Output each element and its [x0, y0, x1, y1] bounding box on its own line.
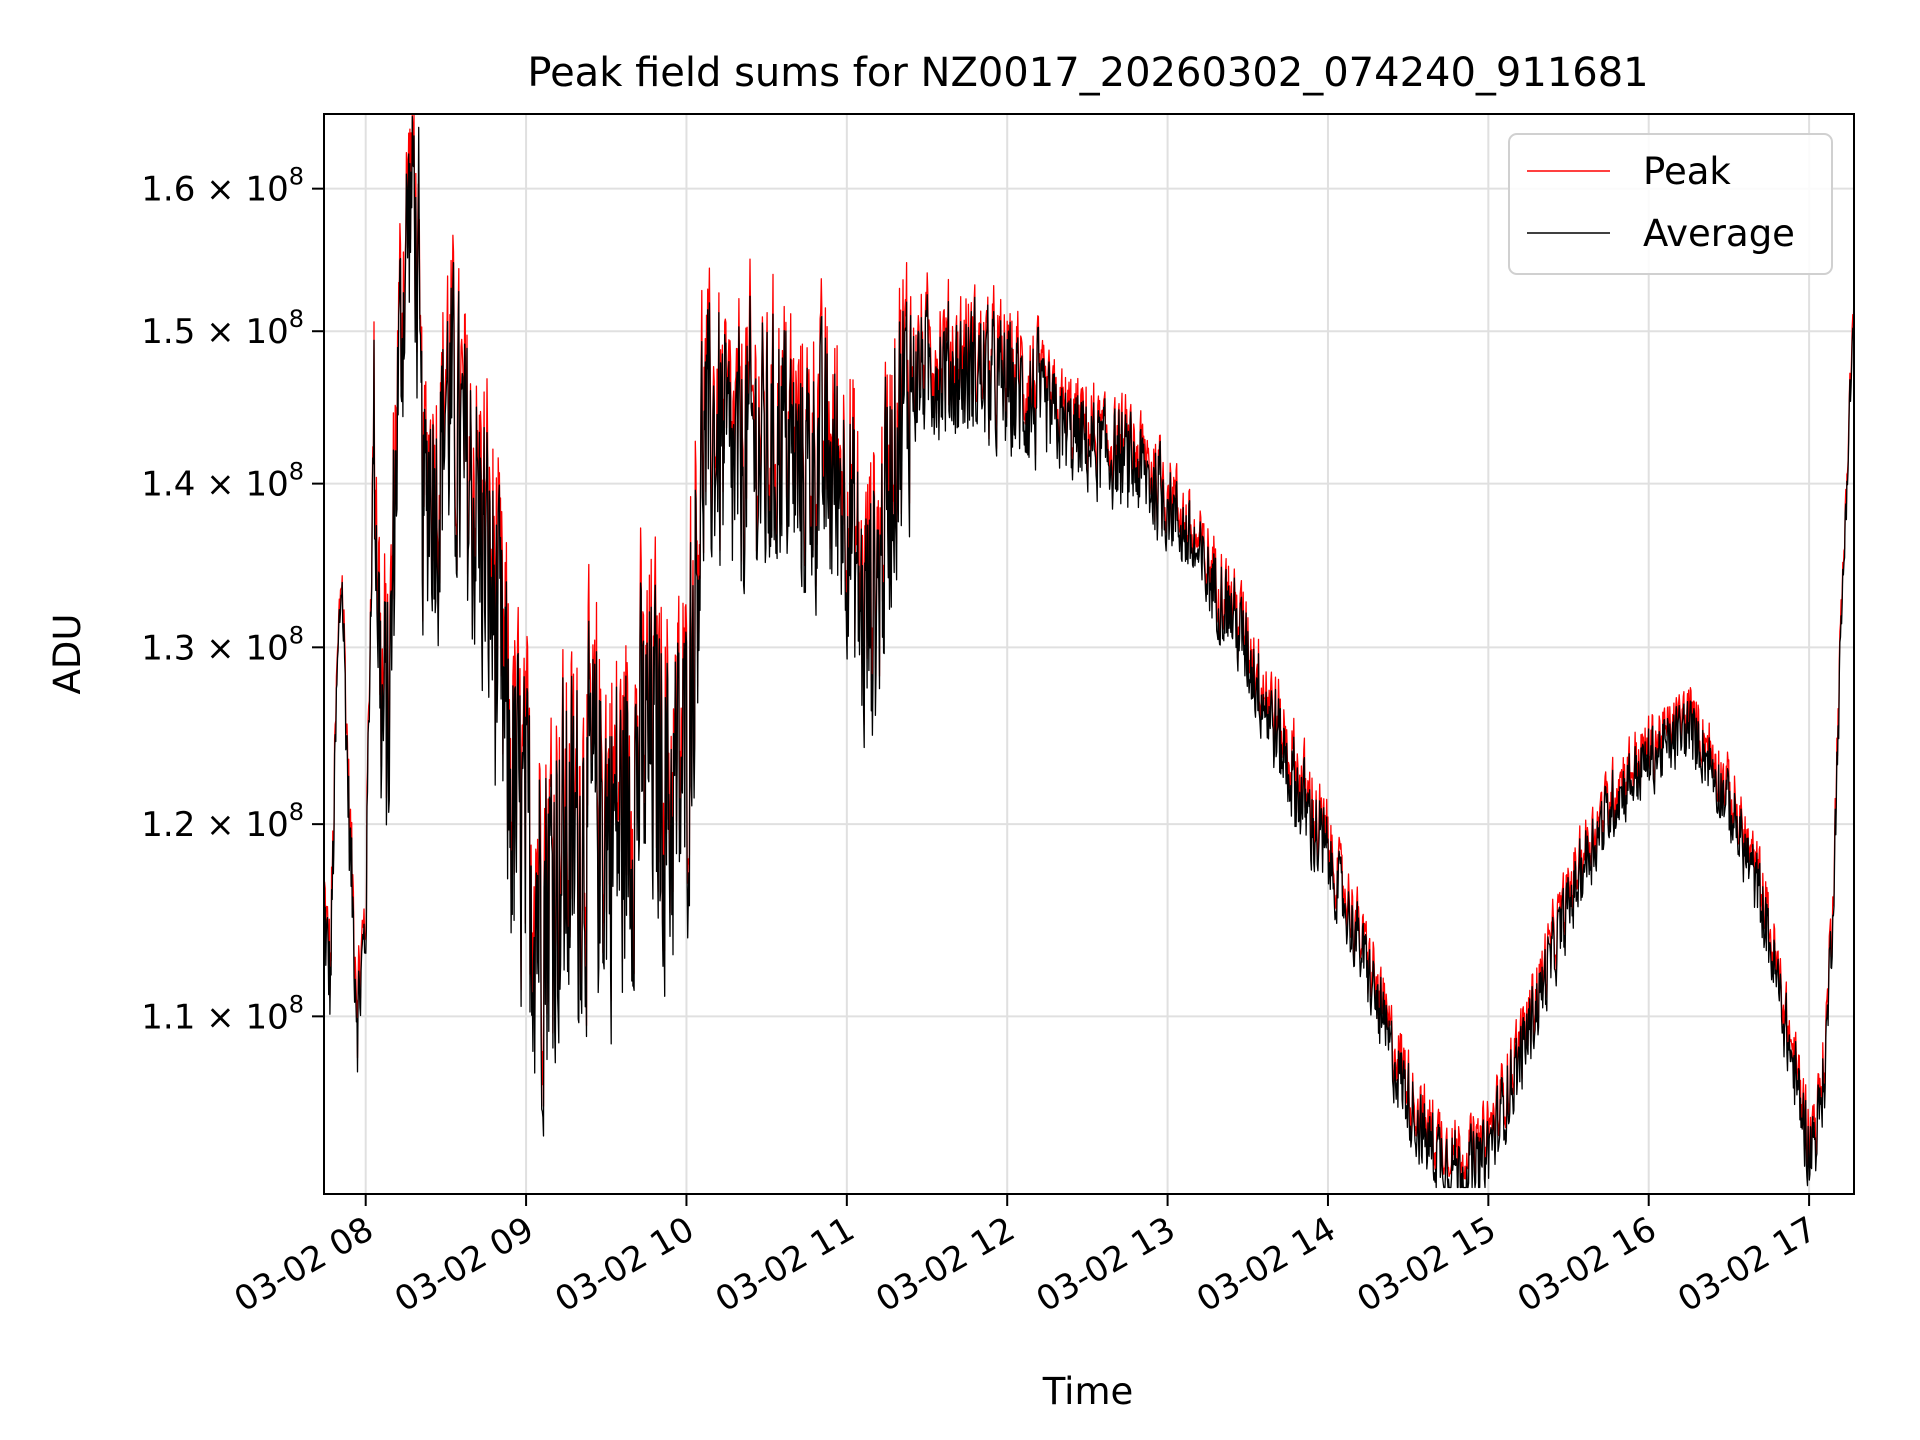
- y-tick-label: 1.1 × 108: [141, 990, 304, 1037]
- y-axis-label: ADU: [46, 614, 89, 695]
- legend-average-label: Average: [1643, 212, 1795, 255]
- y-tick-label: 1.3 × 108: [141, 621, 304, 668]
- y-tick-label: 1.5 × 108: [141, 305, 304, 352]
- series-lines: [323, 114, 1855, 1189]
- y-tick-label: 1.4 × 108: [141, 458, 304, 505]
- chart-title: Peak field sums for NZ0017_20260302_0742…: [527, 50, 1648, 96]
- x-axis-label: Time: [1042, 1370, 1134, 1413]
- legend: Peak Average: [1508, 133, 1833, 275]
- gridlines: [324, 114, 1854, 1194]
- legend-box: [1508, 133, 1833, 275]
- series-average-line: [323, 116, 1855, 1189]
- y-tick-label: 1.2 × 108: [141, 798, 304, 845]
- plot-frame: [323, 113, 1855, 1195]
- y-tick-label: 1.6 × 108: [141, 163, 304, 210]
- y-axis-ticks: 1.1 × 108 1.2 × 108 1.3 × 108 1.4 × 108 1.5 …: [141, 163, 324, 1037]
- legend-peak-label: Peak: [1643, 150, 1731, 193]
